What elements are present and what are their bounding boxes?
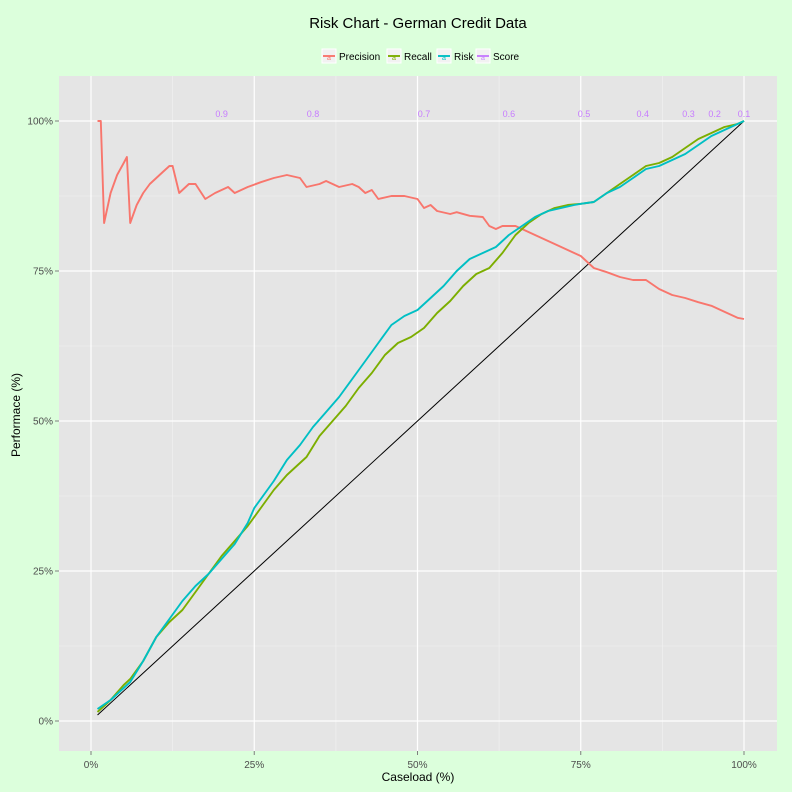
y-tick-label: 50% <box>33 417 53 428</box>
legend-key-letter: a <box>327 55 331 62</box>
legend-key-letter: a <box>481 55 485 62</box>
legend-item-precision: a Precision <box>321 48 380 64</box>
score-label: 0.1 <box>738 109 751 119</box>
score-label: 0.6 <box>503 109 516 119</box>
y-axis-title: Performace (%) <box>9 373 23 457</box>
y-axis-ticks: 0% 25% 50% 75% 100% <box>27 117 59 728</box>
y-tick-label: 100% <box>27 117 53 128</box>
x-axis-ticks: 0% 25% 50% 75% 100% <box>84 751 757 771</box>
score-label: 0.4 <box>637 109 650 119</box>
legend-item-risk: a Risk <box>436 48 474 64</box>
x-axis-title: Caseload (%) <box>382 770 455 784</box>
score-label: 0.8 <box>307 109 320 119</box>
score-label: 0.5 <box>578 109 591 119</box>
score-label: 0.7 <box>418 109 431 119</box>
y-tick-label: 75% <box>33 267 53 278</box>
legend-label: Recall <box>404 52 432 63</box>
legend-item-score: a Score <box>475 48 520 64</box>
chart-title: Risk Chart - German Credit Data <box>309 15 527 32</box>
diagonal-baseline <box>97 120 745 716</box>
series-layer <box>96 120 745 716</box>
legend-key-letter: a <box>442 55 446 62</box>
grid-lines <box>59 76 777 751</box>
score-label: 0.3 <box>682 109 695 119</box>
y-tick-label: 0% <box>39 717 54 728</box>
legend-label: Precision <box>339 52 380 63</box>
series-line-recall <box>96 120 745 713</box>
legend-label: Risk <box>454 52 474 63</box>
x-tick-label: 75% <box>571 760 591 771</box>
score-label: 0.9 <box>215 109 228 119</box>
y-tick-label: 25% <box>33 567 53 578</box>
series-line-risk <box>96 120 745 710</box>
legend-item-recall: a Recall <box>386 48 432 64</box>
legend-key-letter: a <box>392 55 396 62</box>
score-label: 0.2 <box>708 109 721 119</box>
x-tick-label: 100% <box>731 760 757 771</box>
legend: a Precision a Recall a Risk a Score <box>321 48 520 64</box>
x-tick-label: 25% <box>244 760 264 771</box>
x-tick-label: 0% <box>84 760 99 771</box>
score-labels: 0.9 0.8 0.7 0.6 0.5 0.4 0.3 0.2 0.1 <box>215 109 750 119</box>
series-line-precision <box>97 120 745 320</box>
x-tick-label: 50% <box>407 760 427 771</box>
legend-label: Score <box>493 52 520 63</box>
